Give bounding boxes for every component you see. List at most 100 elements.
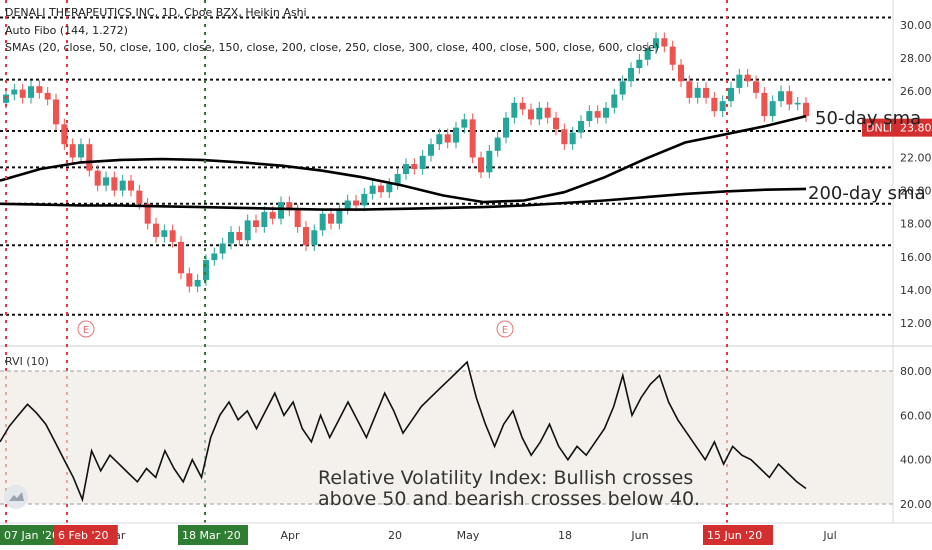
- candles: [3, 32, 809, 293]
- price-tick-label: 12.00: [900, 317, 932, 330]
- candle-body: [719, 101, 726, 112]
- sma-line: [0, 114, 807, 204]
- price-tick-label: 26.00: [900, 85, 932, 98]
- candle-body: [461, 119, 468, 128]
- candle-body: [69, 144, 76, 158]
- candle-body: [294, 210, 301, 227]
- candle-body: [219, 243, 226, 254]
- candle-body: [744, 74, 751, 82]
- date-badge: [178, 525, 248, 545]
- candle-body: [328, 213, 334, 224]
- date-badge: [54, 525, 118, 545]
- candle-body: [528, 109, 534, 120]
- candle-body: [244, 220, 251, 241]
- time-tick-label: Jul: [822, 529, 836, 542]
- date-badge-label: 6 Feb '20: [58, 529, 109, 542]
- candle-body: [419, 155, 426, 170]
- candle-body: [469, 119, 476, 158]
- earnings-marker: [77, 320, 95, 338]
- candle-body: [753, 81, 759, 93]
- date-badge: [0, 525, 70, 545]
- sma50-label: 50-day sma: [815, 108, 921, 129]
- earnings-marker-label: E: [502, 325, 508, 336]
- candle-body: [711, 97, 718, 112]
- price-tick-label: 18.00: [900, 218, 932, 231]
- smas-legend[interactable]: SMAs (20, close, 50, close, 100, close, …: [5, 41, 659, 54]
- price-tick-label: 30.00: [900, 19, 932, 32]
- candle-body: [561, 129, 568, 145]
- rvi-annotation-line2: above 50 and bearish crosses below 40.: [318, 488, 701, 510]
- candle-body: [53, 99, 59, 125]
- rvi-legend[interactable]: RVI (10): [5, 355, 49, 368]
- time-axis: MarApr20May18JunJul07 Jan '206 Feb '2018…: [0, 522, 932, 545]
- sma-lines: [0, 114, 807, 211]
- candle-body: [803, 102, 809, 117]
- candle-body: [403, 164, 409, 174]
- chart-title: DENALI THERAPEUTICS INC, 1D, Cboe BZX, H…: [5, 6, 307, 19]
- time-tick-label: May: [457, 529, 480, 542]
- candle-body: [669, 46, 676, 65]
- rvi-tick-label: 80.00: [900, 365, 932, 378]
- price-tick-label: 28.00: [900, 52, 932, 65]
- candle-body: [261, 212, 268, 227]
- candle-body: [678, 64, 684, 82]
- candle-body: [278, 202, 284, 219]
- candle-body: [694, 87, 701, 98]
- candle-body: [436, 134, 443, 145]
- candle-body: [236, 231, 243, 241]
- time-tick-label: Apr: [280, 529, 300, 542]
- candle-body: [486, 150, 493, 173]
- candle-body: [303, 226, 309, 246]
- candle-body: [736, 74, 743, 88]
- candle-body: [786, 91, 793, 105]
- time-tick-label: 18: [558, 529, 572, 542]
- candle-body: [119, 180, 126, 191]
- candle-body: [761, 92, 768, 117]
- candle-body: [186, 273, 193, 287]
- candle-body: [86, 144, 93, 171]
- candle-body: [769, 101, 776, 117]
- candle-body: [136, 190, 143, 204]
- candle-body: [478, 157, 484, 173]
- rvi-line: [0, 360, 807, 503]
- candle-body: [253, 220, 259, 227]
- candle-body: [628, 68, 634, 82]
- candle-body: [11, 89, 18, 95]
- auto-fibo-legend[interactable]: Auto Fibo (144, 1.272): [5, 24, 128, 37]
- candle-body: [444, 134, 451, 143]
- candle-body: [594, 111, 601, 118]
- chart-labels: 50-day sma 200-day sma: [808, 108, 926, 204]
- price-tick-label: 16.00: [900, 251, 932, 264]
- candle-body: [536, 107, 543, 120]
- candle-body: [103, 177, 109, 186]
- candle-body: [619, 81, 626, 95]
- sma200-label: 200-day sma: [808, 183, 926, 204]
- price-tick-label: 22.00: [900, 151, 932, 164]
- candle-body: [661, 38, 668, 47]
- candle-body: [78, 144, 84, 158]
- candle-body: [369, 185, 376, 194]
- candle-body: [36, 86, 43, 93]
- candle-body: [411, 164, 418, 170]
- candle-body: [728, 87, 734, 102]
- candle-body: [453, 127, 459, 143]
- price-tag-value: 23.80: [900, 122, 932, 135]
- candle-body: [353, 200, 359, 206]
- rvi-pane: [0, 360, 893, 505]
- tradingview-logo-icon[interactable]: [4, 485, 28, 509]
- candle-body: [494, 137, 501, 151]
- candle-body: [194, 279, 201, 287]
- candle-body: [553, 117, 559, 130]
- price-axis: 12.0014.0016.0018.0020.0022.0024.0026.00…: [862, 19, 932, 511]
- candle-body: [203, 260, 209, 280]
- candle-body: [544, 107, 551, 118]
- candle-body: [603, 107, 609, 118]
- fibo-levels: [0, 16, 893, 316]
- price-tag-symbol: DNLI: [866, 122, 892, 135]
- candle-body: [269, 212, 276, 219]
- rvi-tick-label: 60.00: [900, 409, 932, 422]
- candle-body: [28, 86, 34, 98]
- candle-body: [153, 223, 159, 237]
- candle-body: [361, 193, 368, 206]
- candle-body: [378, 185, 384, 193]
